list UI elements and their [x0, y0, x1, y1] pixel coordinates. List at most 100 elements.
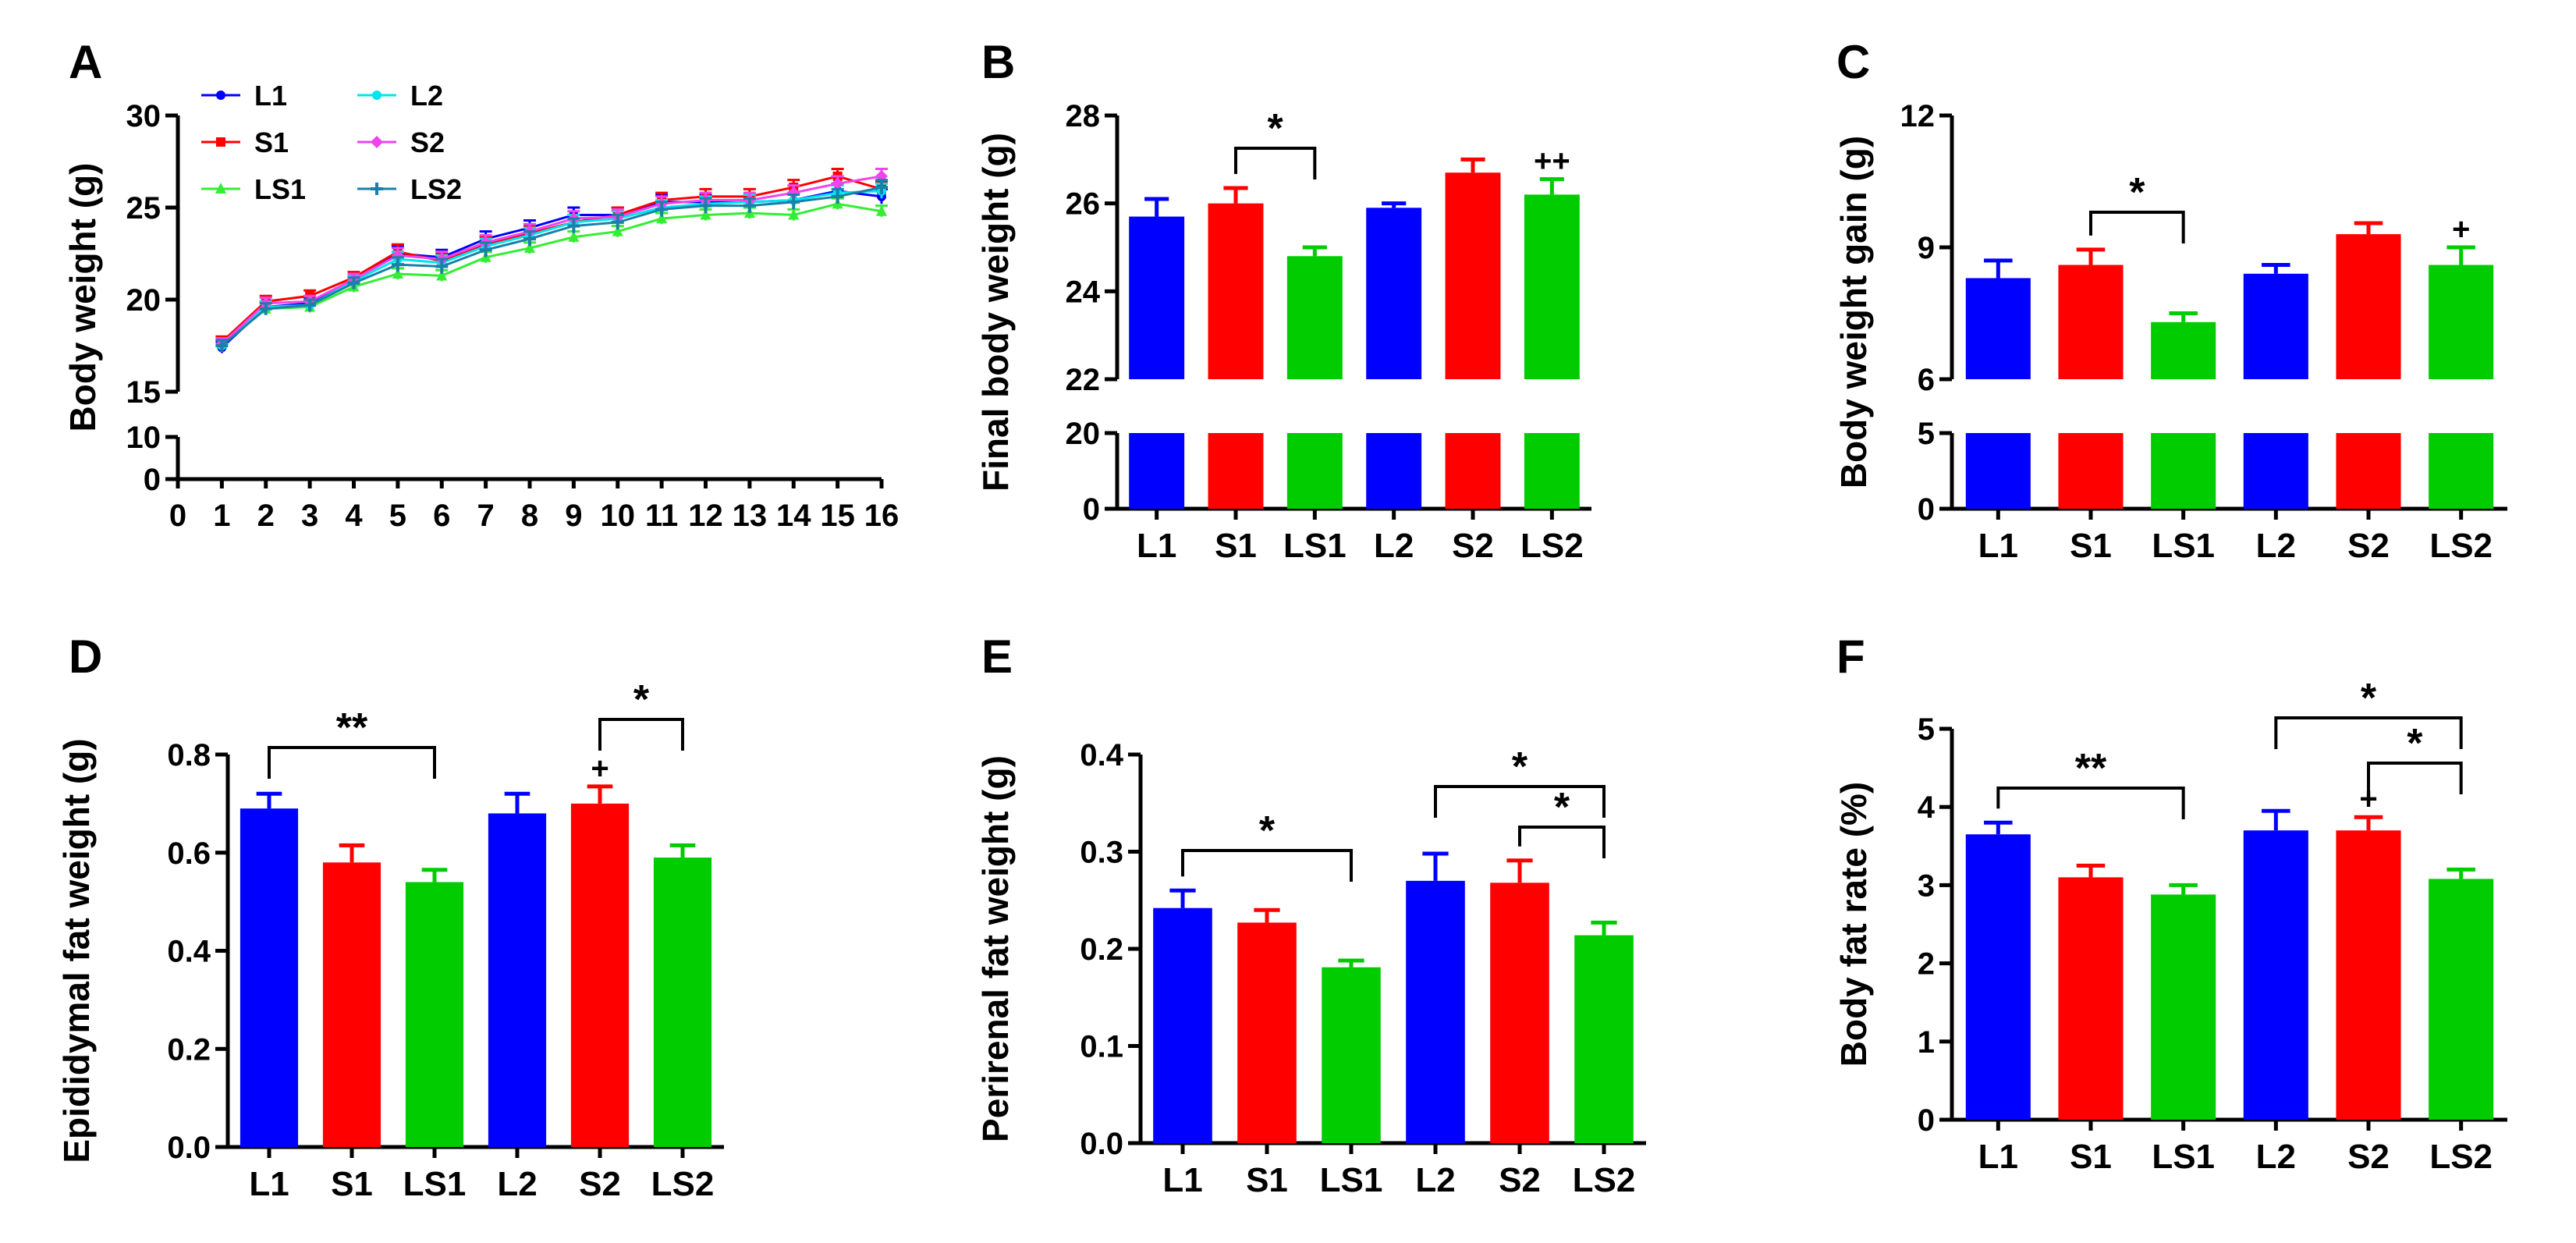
bar-lower [2058, 433, 2124, 509]
y-tick-label: 24 [1066, 275, 1101, 309]
category-label: L2 [2256, 1138, 2296, 1176]
data-point [215, 339, 229, 352]
bar [1445, 172, 1501, 379]
data-point [391, 258, 404, 272]
y-tick-label: 9 [1918, 231, 1935, 265]
significance-label: * [1512, 744, 1528, 790]
data-point [567, 219, 580, 233]
x-tick-label: 0 [169, 499, 186, 533]
panel-label: D [69, 630, 102, 683]
x-tick-label: 11 [645, 499, 678, 533]
data-point [787, 186, 800, 200]
data-point [831, 177, 844, 190]
y-axis-title: Epididymal fat weight (g) [56, 738, 97, 1163]
y-tick-label: 0.0 [1080, 1127, 1123, 1161]
y-tick-label: 3 [1918, 868, 1935, 903]
y-tick-label: 5 [1918, 712, 1935, 747]
significance-bracket [1518, 826, 1606, 858]
bar [1208, 203, 1264, 379]
y-tick-label: 4 [1918, 790, 1936, 825]
category-label: S2 [2347, 527, 2390, 565]
y-tick-label: 0.6 [167, 836, 211, 871]
significance-mark: + [591, 751, 609, 786]
data-point [436, 269, 448, 281]
category-label: LS2 [2429, 527, 2493, 565]
data-point [787, 195, 800, 208]
significance-label: * [1554, 785, 1570, 830]
bar-lower [1366, 433, 1422, 509]
y-tick-label: 2 [1918, 947, 1935, 982]
y-tick-label: 20 [1066, 417, 1101, 451]
y-tick-label: 30 [126, 99, 161, 133]
bar-lower [2151, 433, 2216, 509]
significance-label: * [2361, 676, 2377, 721]
category-label: S1 [1215, 527, 1257, 565]
data-point [524, 241, 535, 253]
category-label: L1 [1162, 1161, 1202, 1199]
y-tick-label: 25 [126, 191, 161, 226]
category-label: L1 [1137, 527, 1176, 565]
bar-lower [1208, 433, 1264, 509]
y-tick-label: 0 [1083, 492, 1100, 527]
bar [2243, 830, 2308, 1120]
bar [2058, 265, 2124, 379]
x-tick-label: 14 [776, 499, 811, 533]
x-tick-label: 10 [601, 499, 636, 533]
bar [570, 803, 630, 1147]
category-label: S2 [2347, 1138, 2390, 1176]
category-label: L2 [1415, 1161, 1455, 1199]
y-tick-label: 0.1 [1080, 1030, 1123, 1064]
data-point [611, 215, 624, 229]
data-point [479, 243, 492, 257]
significance-bracket [2089, 211, 2185, 243]
y-tick-label: 12 [1900, 99, 1936, 133]
significance-bracket [598, 718, 684, 751]
data-point [215, 183, 226, 194]
bar [1965, 278, 2031, 379]
bar [240, 808, 299, 1147]
x-tick-label: 5 [389, 499, 406, 533]
category-label: L2 [497, 1165, 537, 1203]
y-axis-title: Body weight (g) [62, 163, 103, 432]
significance-label: * [1268, 106, 1284, 151]
bar-lower [1286, 433, 1343, 509]
y-tick-label: 0 [144, 463, 161, 497]
significance-bracket [1181, 849, 1353, 882]
x-tick-label: 6 [433, 499, 450, 533]
bar [1237, 922, 1297, 1143]
data-point [391, 249, 404, 262]
data-point [788, 208, 800, 220]
significance-label: * [1259, 808, 1276, 854]
category-label: L1 [1978, 1138, 2018, 1176]
panel-c: C 6 9 12 0 5 L1 S1 LS1 L2 S2 LS2 Body weight gain (g… [1833, 36, 2507, 565]
y-tick-label: 1 [1918, 1025, 1935, 1060]
y-axis-title: Body weight gain (g) [1833, 136, 1874, 488]
y-tick-label: 5 [1918, 417, 1935, 451]
category-label: LS1 [1283, 527, 1347, 565]
bar-lower [1445, 433, 1501, 509]
panel-e: E 0.0 0.1 0.2 0.3 0.4 L1 S1 LS1 L2 S2 LS2 Perirenal … [975, 630, 1646, 1199]
category-label: L1 [249, 1165, 289, 1203]
y-tick-label: 10 [126, 421, 161, 455]
bar [1153, 907, 1212, 1143]
bar [2243, 273, 2308, 379]
category-label: LS1 [2152, 527, 2215, 565]
x-tick-label: 2 [257, 499, 275, 533]
series-line [221, 186, 882, 347]
category-label: LS2 [2429, 1138, 2493, 1176]
category-label: LS1 [1320, 1161, 1383, 1199]
category-label: LS2 [651, 1165, 715, 1203]
bar [322, 862, 381, 1147]
y-tick-label: 0.3 [1080, 836, 1123, 870]
category-label: S2 [1499, 1161, 1541, 1199]
series-line [221, 202, 882, 345]
significance-bracket [268, 746, 436, 779]
data-point [392, 267, 403, 279]
series-line [221, 175, 882, 345]
y-tick-label: 0.4 [167, 935, 211, 969]
significance-mark: + [2452, 212, 2470, 247]
category-label: LS1 [403, 1165, 467, 1203]
legend-label: LS2 [410, 173, 462, 205]
bar [653, 858, 712, 1147]
